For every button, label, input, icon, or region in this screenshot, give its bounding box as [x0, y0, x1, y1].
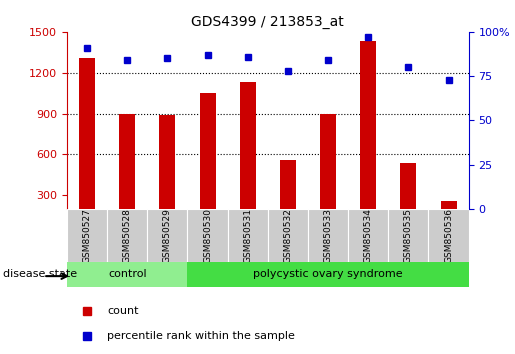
Bar	[239, 82, 256, 236]
Bar	[199, 93, 216, 236]
Bar	[147, 209, 187, 262]
Text: GSM850535: GSM850535	[404, 208, 413, 263]
Text: GSM850527: GSM850527	[82, 208, 92, 263]
Bar	[228, 209, 268, 262]
Bar	[360, 41, 376, 236]
Text: control: control	[108, 269, 147, 279]
Text: GSM850532: GSM850532	[283, 208, 293, 263]
Bar	[348, 209, 388, 262]
Text: GSM850530: GSM850530	[203, 208, 212, 263]
Bar	[67, 262, 187, 287]
Bar	[308, 209, 348, 262]
Text: GSM850531: GSM850531	[243, 208, 252, 263]
Bar	[428, 209, 469, 262]
Bar	[107, 209, 147, 262]
Text: GSM850534: GSM850534	[364, 208, 373, 263]
Bar	[159, 115, 176, 236]
Title: GDS4399 / 213853_at: GDS4399 / 213853_at	[192, 16, 344, 29]
Bar	[440, 201, 457, 236]
Bar	[268, 209, 308, 262]
Text: GSM850533: GSM850533	[323, 208, 333, 263]
Text: GSM850529: GSM850529	[163, 208, 172, 263]
Text: GSM850528: GSM850528	[123, 208, 132, 263]
Text: percentile rank within the sample: percentile rank within the sample	[107, 331, 295, 341]
Bar	[400, 162, 417, 236]
Bar	[187, 262, 469, 287]
Bar	[388, 209, 428, 262]
Bar	[187, 209, 228, 262]
Text: disease state: disease state	[3, 269, 77, 279]
Bar	[67, 209, 107, 262]
Text: count: count	[107, 306, 139, 316]
Bar	[320, 114, 336, 236]
Text: polycystic ovary syndrome: polycystic ovary syndrome	[253, 269, 403, 279]
Bar	[280, 160, 296, 236]
Text: GSM850536: GSM850536	[444, 208, 453, 263]
Bar	[119, 114, 135, 236]
Bar	[79, 58, 95, 236]
